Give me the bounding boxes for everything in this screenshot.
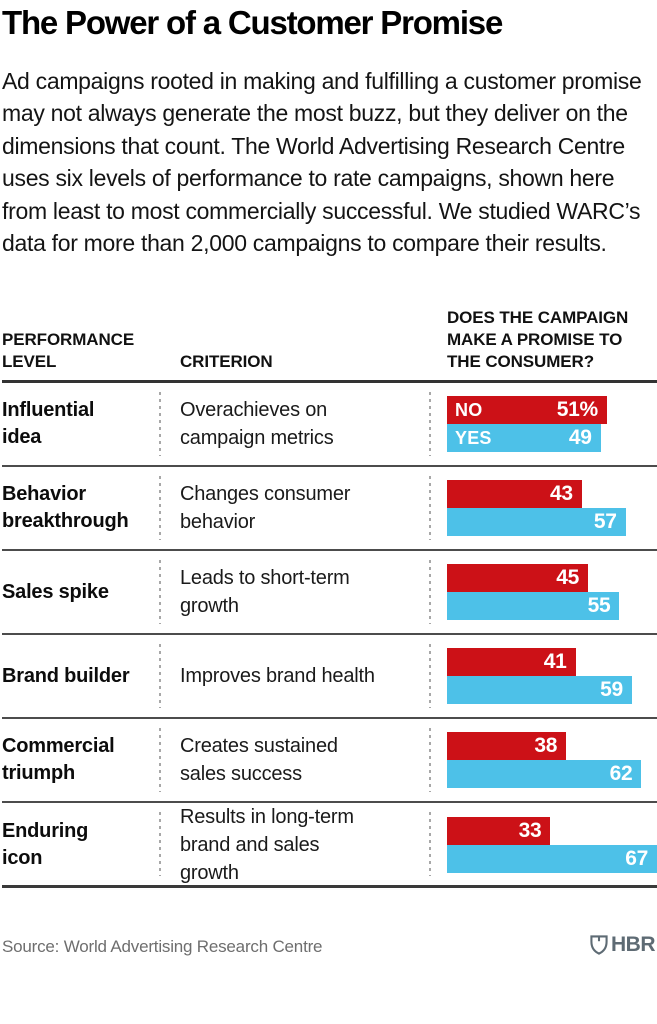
bar-no-value: 38: [534, 734, 558, 758]
performance-level-label: Enduring icon: [2, 820, 89, 870]
promise-bars: 38 62: [447, 732, 657, 789]
bar-no: 41: [447, 648, 576, 677]
bar-no: 38: [447, 732, 567, 761]
performance-level-label: Behavior breakthrough: [2, 483, 129, 533]
column-divider: [159, 812, 161, 877]
criterion-text: Changes consumer behavior: [180, 483, 351, 534]
bar-no: 45: [447, 564, 589, 593]
criterion-text: Improves brand health: [180, 665, 375, 688]
hbr-shield-icon: [590, 935, 608, 956]
column-divider: [429, 476, 431, 541]
bar-no: NO 51%: [447, 396, 607, 425]
bar-no-value: 41: [543, 650, 567, 674]
table-row-behavior-breakthrough: Behavior breakthrough Changes consumer b…: [2, 467, 657, 552]
bar-no-value: 45: [556, 566, 580, 590]
bar-yes: 67: [447, 845, 657, 874]
table-row-enduring-icon: Enduring icon Results in long-term brand…: [2, 803, 657, 889]
promise-bars: 43 57: [447, 480, 657, 537]
criterion-text: Overachieves on campaign metrics: [180, 399, 334, 450]
footer: Source: World Advertising Research Centr…: [2, 933, 657, 957]
bar-yes-value: 55: [587, 594, 611, 618]
bar-yes: 57: [447, 508, 626, 537]
column-divider: [159, 560, 161, 625]
column-divider: [159, 392, 161, 457]
bar-yes-value: 59: [600, 678, 623, 702]
performance-table: PERFORMANCE LEVEL CRITERION DOES THE CAM…: [2, 305, 657, 889]
table-row-sales-spike: Sales spike Leads to short-term growth 4…: [2, 551, 657, 636]
promise-bars: 41 59: [447, 648, 657, 705]
bar-no-value: 33: [518, 819, 542, 843]
column-divider: [429, 644, 431, 709]
promise-bars: 33 67: [447, 817, 657, 874]
table-header-row: PERFORMANCE LEVEL CRITERION DOES THE CAM…: [2, 305, 657, 384]
bar-no: 43: [447, 480, 582, 509]
column-divider: [159, 644, 161, 709]
table-row-brand-builder: Brand builder Improves brand health 41 5…: [2, 635, 657, 720]
col-header-promise: DOES THE CAMPAIGN MAKE A PROMISE TO THE …: [447, 308, 629, 372]
bar-yes: 55: [447, 592, 620, 621]
bar-yes-value: 49: [568, 426, 592, 450]
col-header-criterion: CRITERION: [180, 352, 273, 372]
bar-yes-value: 57: [593, 510, 617, 534]
promise-bars: 45 55: [447, 564, 657, 621]
source-note: Source: World Advertising Research Centr…: [2, 937, 323, 957]
table-row-commercial-triumph: Commercial triumph Creates sustained sal…: [2, 719, 657, 804]
criterion-text: Leads to short-term growth: [180, 567, 350, 618]
bar-yes-label: YES: [455, 427, 492, 448]
bar-yes: 62: [447, 760, 642, 789]
bar-yes: 59: [447, 676, 632, 705]
bar-no: 33: [447, 817, 551, 846]
criterion-text: Creates sustained sales success: [180, 735, 338, 786]
column-divider: [429, 560, 431, 625]
column-divider: [429, 392, 431, 457]
bar-yes-value: 67: [625, 847, 648, 871]
bar-yes-value: 62: [609, 762, 633, 786]
column-divider: [429, 728, 431, 793]
performance-level-label: Commercial triumph: [2, 735, 115, 785]
performance-level-label: Brand builder: [2, 664, 130, 687]
intro-paragraph: Ad campaigns rooted in making and fulfil…: [2, 68, 642, 257]
col-header-performance-level: PERFORMANCE LEVEL: [2, 330, 135, 372]
table-row-influential-idea: Influential idea Overachieves on campaig…: [2, 383, 657, 468]
bar-no-value: 51%: [556, 398, 598, 422]
promise-bars: NO 51% YES 49: [447, 396, 657, 453]
column-divider: [429, 812, 431, 877]
column-divider: [159, 476, 161, 541]
bar-no-value: 43: [550, 482, 573, 506]
page-title: The Power of a Customer Promise: [2, 4, 503, 41]
bar-no-label: NO: [455, 399, 483, 420]
hbr-logo: HBR: [590, 933, 656, 957]
criterion-text: Results in long-term brand and sales gro…: [180, 806, 354, 885]
performance-level-label: Influential idea: [2, 399, 95, 449]
bar-yes: YES 49: [447, 424, 601, 453]
performance-level-label: Sales spike: [2, 580, 109, 603]
column-divider: [159, 728, 161, 793]
hbr-logo-text: HBR: [611, 933, 656, 957]
